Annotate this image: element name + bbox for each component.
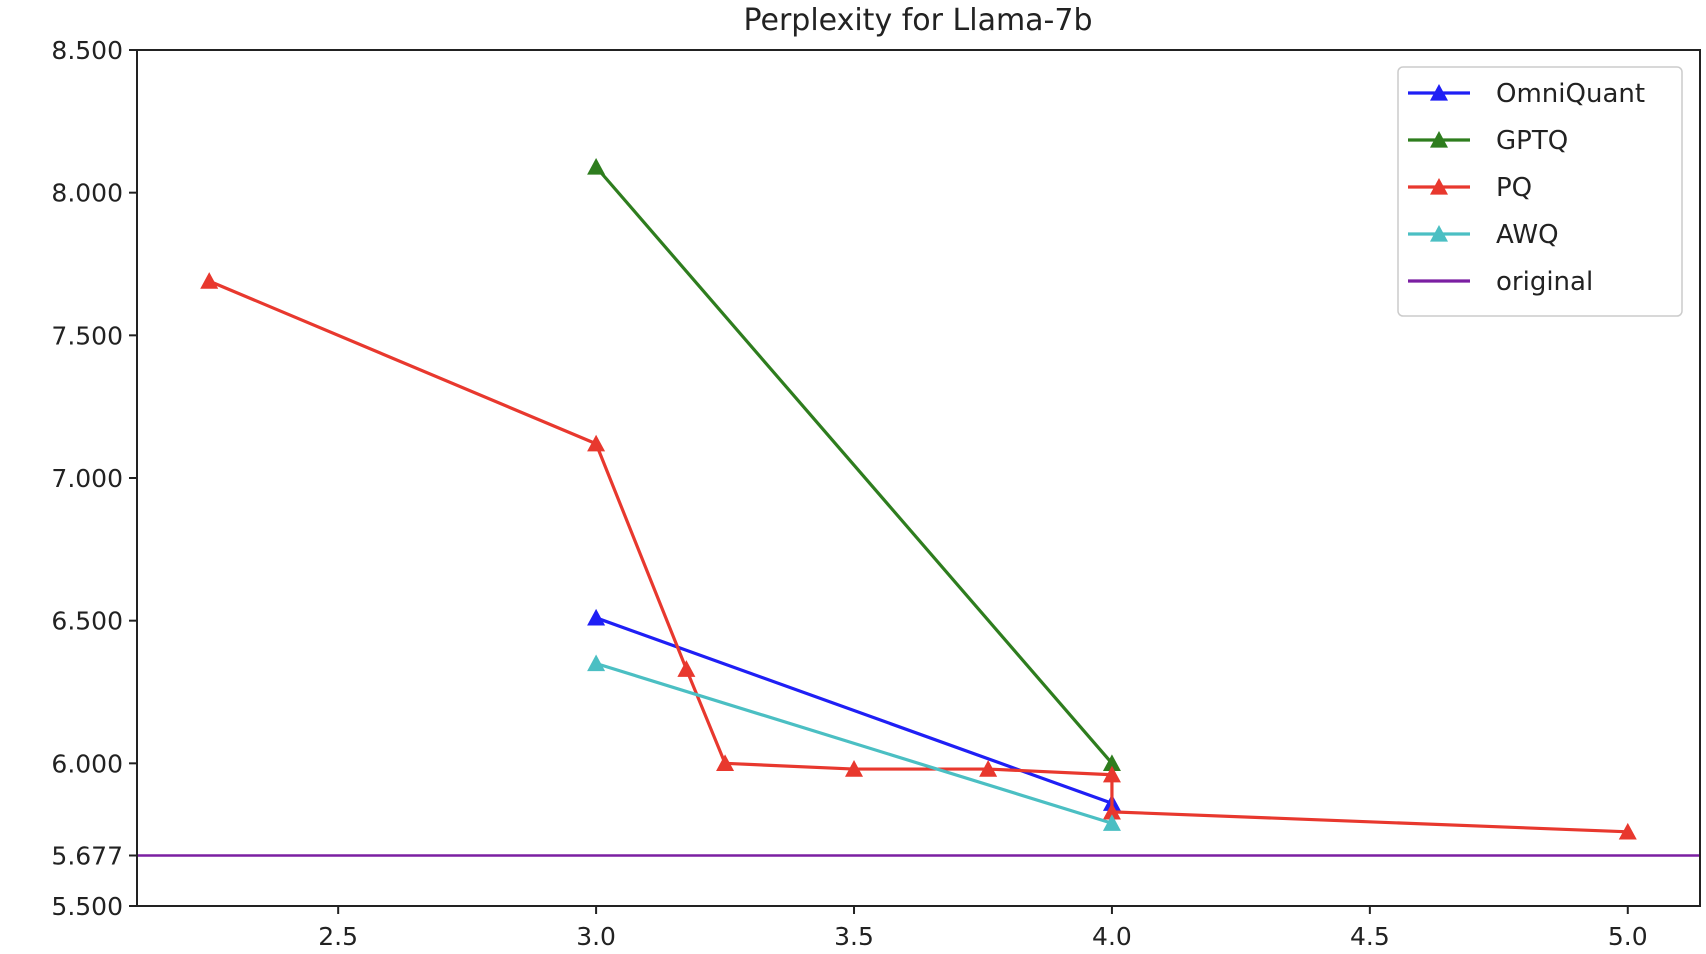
legend-box xyxy=(1397,66,1683,317)
x-tick-label: 3.5 xyxy=(834,922,874,951)
legend-marker xyxy=(1430,225,1448,242)
data-point-pq xyxy=(979,760,998,777)
x-tick-label: 4.0 xyxy=(1092,922,1132,951)
y-tick-label: 7.000 xyxy=(51,464,123,493)
y-tick-label: 8.000 xyxy=(51,179,123,208)
axes: 2.5 3.0 3.5 4.0 4.5 5.0 5.500 5.677 6.000 6.500 7.… xyxy=(51,36,1701,951)
legend-item-original: original xyxy=(1408,267,1593,297)
plot-area xyxy=(137,157,1700,857)
data-point-pq xyxy=(845,760,864,777)
legend-marker xyxy=(1430,178,1448,195)
legend-item-awq: AWQ xyxy=(1408,220,1559,250)
x-tick-label: 5.0 xyxy=(1608,922,1648,951)
x-tick-label: 2.5 xyxy=(318,922,358,951)
legend: OmniQuant GPTQ PQ AWQ original xyxy=(1397,66,1683,317)
legend-item-omniquant: OmniQuant xyxy=(1408,79,1645,109)
legend-label: original xyxy=(1496,267,1593,297)
legend-label: OmniQuant xyxy=(1496,79,1645,109)
legend-label: PQ xyxy=(1496,173,1532,203)
legend-marker xyxy=(1430,131,1448,148)
x-tick-label: 3.0 xyxy=(576,922,616,951)
data-point-gptq xyxy=(587,157,606,175)
data-point-pq xyxy=(677,660,696,677)
y-tick-label: 5.500 xyxy=(51,892,123,921)
series-line-awq xyxy=(595,661,1113,825)
series-pq xyxy=(200,272,1637,840)
legend-label: AWQ xyxy=(1496,220,1559,250)
chart-title: Perplexity for Llama-7b xyxy=(743,3,1092,38)
data-point-pq xyxy=(1102,765,1121,783)
series-awq xyxy=(587,654,1121,831)
legend-label: GPTQ xyxy=(1496,126,1568,156)
series-line-gptq xyxy=(594,165,1114,765)
y-tick-label: 6.000 xyxy=(51,749,123,778)
series-gptq xyxy=(587,157,1121,771)
data-point-pq xyxy=(1102,802,1121,820)
y-tick-label: 6.500 xyxy=(51,607,123,636)
y-tick-label: 5.677 xyxy=(51,841,123,870)
y-tick-label: 7.500 xyxy=(51,321,123,350)
data-point-gptq xyxy=(1102,754,1121,771)
data-point-pq xyxy=(1618,822,1637,840)
x-tick-label: 4.5 xyxy=(1350,922,1390,951)
data-point-omniquant xyxy=(587,608,606,626)
data-point-awq xyxy=(587,654,606,672)
series-line-pq xyxy=(208,279,1628,834)
data-point-pq xyxy=(200,272,219,289)
legend-marker xyxy=(1430,84,1448,101)
y-tick-label: 8.500 xyxy=(51,36,123,65)
data-point-pq xyxy=(587,434,606,452)
legend-item-pq: PQ xyxy=(1408,173,1532,203)
legend-item-gptq: GPTQ xyxy=(1408,126,1568,156)
data-point-pq xyxy=(716,754,735,771)
series-omniquant xyxy=(587,608,1121,811)
data-point-awq xyxy=(1102,814,1121,831)
